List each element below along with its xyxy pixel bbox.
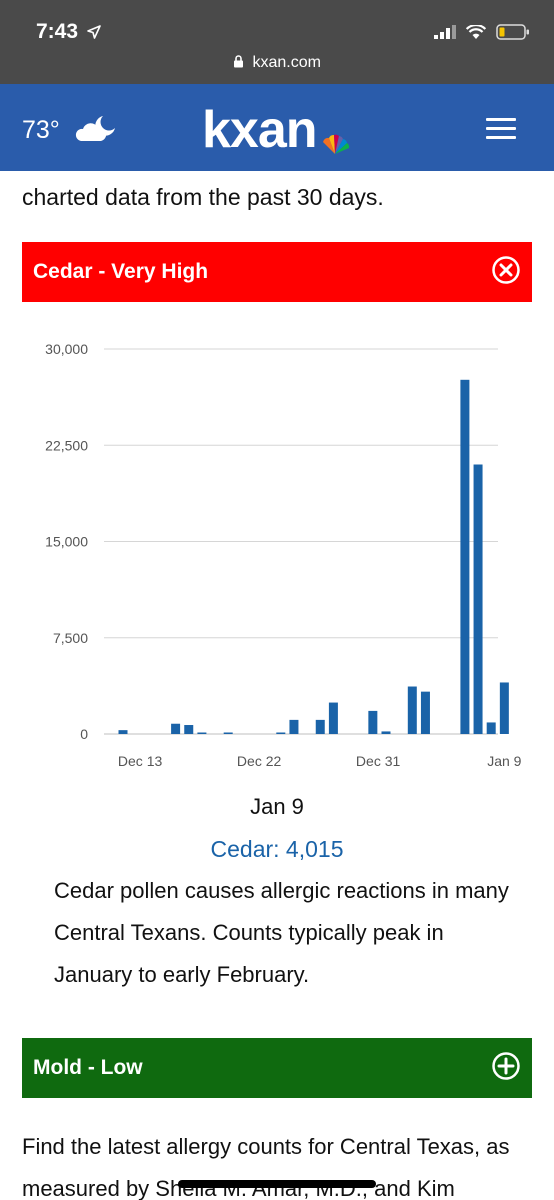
selected-value: Cedar: 4,015 xyxy=(0,836,554,863)
footer-text: Find the latest allergy counts for Centr… xyxy=(22,1126,542,1200)
x-tick-label: Jan 9 xyxy=(487,753,521,769)
cedar-panel-title: Cedar - Very High xyxy=(33,260,208,284)
hamburger-menu-icon[interactable] xyxy=(486,118,516,138)
y-tick-label: 30,000 xyxy=(45,341,88,357)
bar[interactable] xyxy=(119,730,128,734)
url-text: kxan.com xyxy=(252,54,320,71)
address-bar[interactable]: kxan.com xyxy=(0,54,554,72)
bar[interactable] xyxy=(382,731,391,734)
status-bar: 7:43 kxan.com xyxy=(0,0,554,84)
cedar-panel-header[interactable]: Cedar - Very High xyxy=(22,242,532,302)
cedar-description: Cedar pollen causes allergic reactions i… xyxy=(54,870,514,996)
bar[interactable] xyxy=(368,711,377,734)
bar[interactable] xyxy=(197,733,206,735)
x-tick-label: Dec 31 xyxy=(356,753,401,769)
location-arrow-icon xyxy=(87,25,101,39)
site-header: 73° kxan xyxy=(0,84,554,171)
close-circle-icon[interactable] xyxy=(491,255,521,285)
bar[interactable] xyxy=(474,465,483,735)
bar[interactable] xyxy=(276,733,285,735)
wifi-icon xyxy=(466,25,486,40)
weather-widget[interactable]: 73° xyxy=(22,114,117,145)
partly-cloudy-night-icon xyxy=(75,114,117,144)
status-icons xyxy=(434,24,530,40)
y-tick-label: 7,500 xyxy=(53,630,88,646)
plus-circle-icon[interactable] xyxy=(491,1051,521,1081)
y-tick-label: 15,000 xyxy=(45,534,88,550)
x-tick-label: Dec 13 xyxy=(118,753,163,769)
bar[interactable] xyxy=(500,682,509,734)
bar[interactable] xyxy=(329,703,338,734)
mold-panel-header[interactable]: Mold - Low xyxy=(22,1038,532,1098)
lock-icon xyxy=(233,55,244,68)
bar[interactable] xyxy=(421,692,430,734)
bar[interactable] xyxy=(171,724,180,734)
y-tick-label: 22,500 xyxy=(45,437,88,453)
bar[interactable] xyxy=(184,725,193,734)
kxan-logo[interactable]: kxan xyxy=(202,100,317,160)
bar[interactable] xyxy=(460,380,469,734)
nbc-peacock-icon xyxy=(320,134,350,154)
signal-icon xyxy=(434,25,456,39)
bar[interactable] xyxy=(224,733,233,735)
selected-date: Jan 9 xyxy=(0,794,554,820)
logo-text: kxan xyxy=(202,101,317,159)
bar[interactable] xyxy=(487,722,496,734)
bar[interactable] xyxy=(408,687,417,734)
battery-icon xyxy=(496,24,530,40)
bar[interactable] xyxy=(289,720,298,734)
temperature: 73° xyxy=(22,116,60,144)
redaction-scribble xyxy=(178,1180,376,1188)
bar[interactable] xyxy=(316,720,325,734)
y-tick-label: 0 xyxy=(80,726,88,742)
status-time: 7:43 xyxy=(36,20,101,44)
cedar-pollen-chart[interactable]: 30,000 22,500 15,000 7,500 0 Dec 13 Dec 22 Dec … xyxy=(0,320,554,780)
intro-text: charted data from the past 30 days. xyxy=(22,184,384,211)
mold-panel-title: Mold - Low xyxy=(33,1056,143,1080)
x-tick-label: Dec 22 xyxy=(237,753,282,769)
